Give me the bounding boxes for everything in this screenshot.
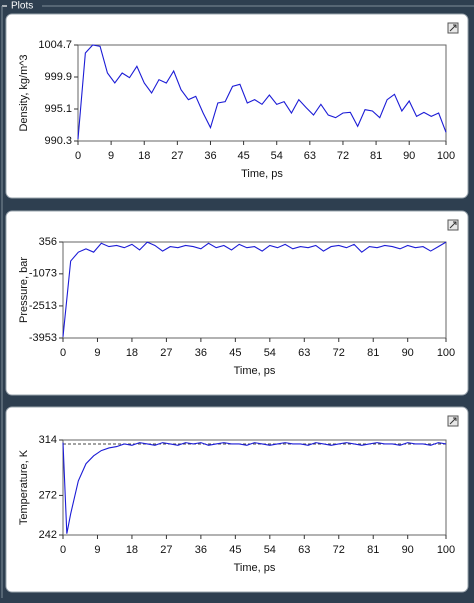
y-axis-label: Pressure, bar [18,257,30,323]
y-tick-label: -1073 [29,268,57,280]
plot-area [77,44,447,142]
plot-area [62,439,447,536]
export-icon-glyph [449,24,457,32]
y-tick-label: -3953 [29,332,57,344]
x-tick-label: 27 [171,150,183,162]
x-tick-label: 18 [138,150,150,162]
x-tick-label: 45 [229,544,241,556]
x-tick-label: 63 [298,347,310,359]
x-tick-label: 9 [94,347,100,359]
y-tick-label: 999.9 [44,71,72,83]
data-line [62,442,447,534]
x-tick-label: 63 [304,150,316,162]
x-tick-label: 90 [402,347,414,359]
x-axis-label: Time, ps [234,562,276,574]
x-axis-label: Time, ps [234,365,276,377]
data-line [62,241,447,337]
x-tick-label: 9 [94,544,100,556]
x-tick-label: 0 [75,150,81,162]
x-tick-label: 45 [229,347,241,359]
x-tick-label: 72 [333,347,345,359]
y-tick-label: 1004.7 [38,39,72,51]
x-tick-label: 100 [437,150,455,162]
x-tick-label: 36 [195,347,207,359]
x-tick-label: 90 [402,544,414,556]
x-tick-label: 54 [271,150,283,162]
x-tick-label: 36 [195,544,207,556]
y-axis-label: Temperature, K [18,449,30,525]
x-tick-label: 0 [60,347,66,359]
y-tick-label: 242 [39,529,57,541]
data-line [77,44,447,140]
y-tick-label: 314 [39,434,57,446]
x-tick-label: 81 [367,347,379,359]
x-tick-label: 18 [126,347,138,359]
x-tick-label: 81 [367,544,379,556]
panel-title: Plots [11,1,33,12]
y-tick-label: 356 [39,236,57,248]
x-tick-label: 36 [204,150,216,162]
y-tick-label: 995.1 [44,103,72,115]
x-tick-label: 90 [403,150,415,162]
y-axis-label: Density, kg/m^3 [18,54,30,131]
x-tick-label: 81 [370,150,382,162]
export-icon-glyph [449,417,457,425]
x-tick-label: 72 [333,544,345,556]
x-tick-label: 63 [298,544,310,556]
x-tick-label: 100 [437,544,455,556]
plot-area [62,241,447,339]
export-icon-glyph [449,221,457,229]
x-tick-label: 72 [337,150,349,162]
x-tick-label: 18 [126,544,138,556]
x-tick-label: 54 [264,544,276,556]
x-tick-label: 45 [237,150,249,162]
y-tick-label: 990.3 [44,135,72,147]
x-tick-label: 100 [437,347,455,359]
x-tick-label: 0 [60,544,66,556]
x-tick-label: 54 [264,347,276,359]
y-tick-label: -2513 [29,300,57,312]
x-tick-label: 9 [108,150,114,162]
x-tick-label: 27 [160,544,172,556]
x-tick-label: 27 [160,347,172,359]
y-tick-label: 272 [39,489,57,501]
x-axis-label: Time, ps [241,168,283,180]
